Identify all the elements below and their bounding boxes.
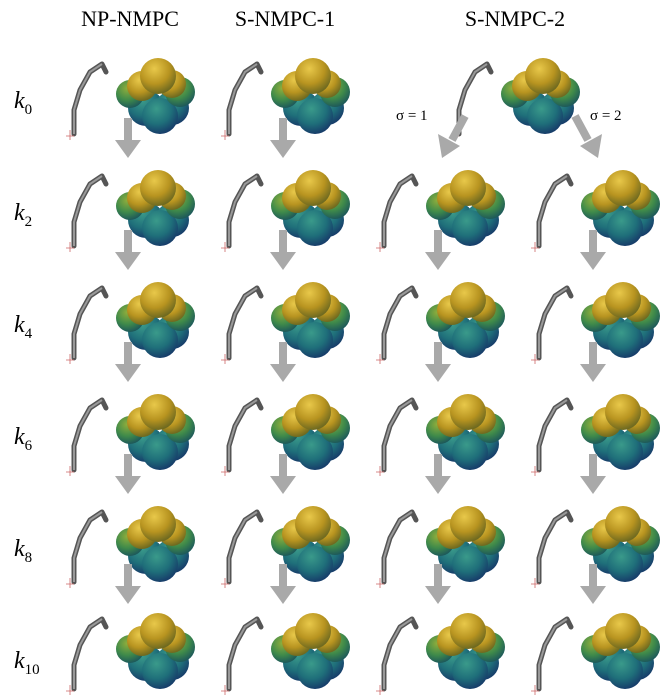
row-label: k6 bbox=[14, 424, 33, 454]
figure: NP-NMPC S-NMPC-1 S-NMPC-2 k0 k2 k4 k6 k8… bbox=[0, 0, 666, 698]
arrow bbox=[270, 342, 296, 382]
snapshot bbox=[66, 613, 195, 695]
snapshots bbox=[66, 58, 660, 695]
row-label: k4 bbox=[14, 312, 33, 342]
row-labels: k0 k2 k4 k6 k8 k10 bbox=[14, 88, 40, 678]
sigma-label: σ = 1 bbox=[396, 108, 428, 124]
column-header: S-NMPC-2 bbox=[465, 6, 565, 31]
arrow bbox=[425, 230, 451, 270]
diagonal-arrow bbox=[438, 116, 465, 158]
snapshot bbox=[376, 613, 505, 695]
arrow bbox=[115, 118, 141, 158]
arrows: σ = 1 σ = 2 bbox=[115, 108, 622, 604]
snapshot bbox=[451, 58, 580, 140]
row-label: k8 bbox=[14, 536, 32, 566]
arrow bbox=[270, 118, 296, 158]
column-header: S-NMPC-1 bbox=[235, 6, 335, 31]
arrow bbox=[270, 454, 296, 494]
arrow bbox=[580, 454, 606, 494]
row-label: k2 bbox=[14, 200, 32, 230]
arrow bbox=[115, 342, 141, 382]
arrow bbox=[425, 454, 451, 494]
column-header: NP-NMPC bbox=[81, 6, 179, 31]
row-label: k0 bbox=[14, 88, 32, 118]
arrow bbox=[580, 342, 606, 382]
snapshot bbox=[531, 613, 660, 695]
row-label: k10 bbox=[14, 648, 40, 678]
arrow bbox=[580, 230, 606, 270]
arrow bbox=[115, 454, 141, 494]
arrow bbox=[115, 230, 141, 270]
headers: NP-NMPC S-NMPC-1 S-NMPC-2 bbox=[81, 6, 565, 31]
sigma-label: σ = 2 bbox=[590, 108, 622, 124]
arrow bbox=[425, 342, 451, 382]
arrow bbox=[270, 230, 296, 270]
snapshot bbox=[221, 613, 350, 695]
